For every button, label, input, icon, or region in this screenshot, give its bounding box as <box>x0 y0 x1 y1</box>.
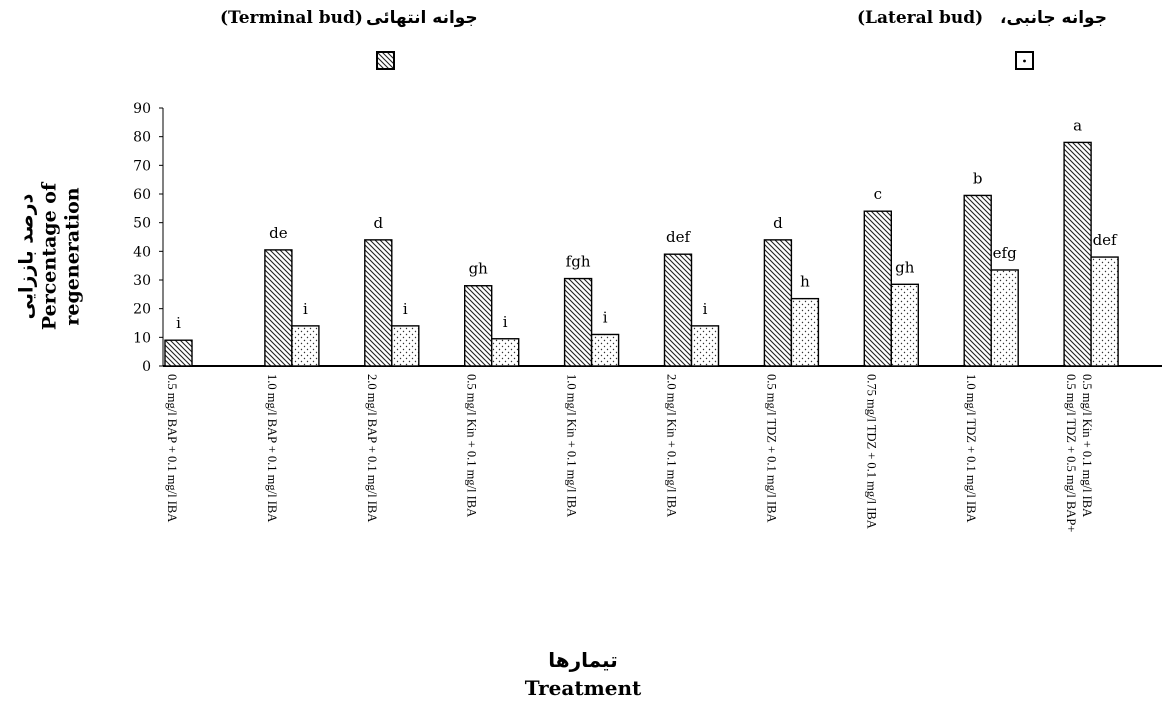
x-category-label: 1.0 mg/l TDZ + 0.1 mg/l IBA <box>964 374 978 522</box>
bar-terminal <box>264 249 293 367</box>
legend-lateral-fa: جوانه جانبی، <box>1000 8 1107 28</box>
x-category-label: 0.5 mg/l TDZ + 0.5 mg/l BAP+ <box>1064 374 1078 532</box>
bar-terminal <box>364 239 393 367</box>
bar-label: i <box>703 300 708 318</box>
bar-label: d <box>773 214 783 232</box>
y-tick-label: 0 <box>142 359 151 375</box>
bar-label: def <box>1093 231 1118 249</box>
bar-lateral <box>291 325 320 367</box>
axes: 0 10 20 30 40 50 60 70 80 90 <box>133 101 1162 375</box>
bar-label: efg <box>993 244 1017 262</box>
bar-lateral <box>890 283 919 367</box>
bar-lateral <box>590 333 620 367</box>
bar-terminal <box>164 339 193 367</box>
bars <box>164 141 1119 367</box>
y-tick-label: 50 <box>133 216 151 232</box>
bar-lateral <box>990 269 1019 367</box>
bar-lateral <box>690 325 720 367</box>
bar-lateral <box>391 325 420 367</box>
bar-label: gh <box>469 260 489 278</box>
x-axis-title-en: Treatment <box>524 676 642 700</box>
x-category-label: 2.0 mg/l Kin + 0.1 mg/l IBA <box>665 374 679 517</box>
bar-terminal <box>863 210 892 367</box>
x-category-label: 0.5 mg/l BAP + 0.1 mg/l IBA <box>165 374 179 522</box>
y-tick-label: 90 <box>133 101 151 117</box>
x-category-label: 1.0 mg/l BAP + 0.1 mg/l IBA <box>265 374 279 522</box>
x-category-label: 0.75 mg/l TDZ + 0.1 mg/l IBA <box>864 374 878 529</box>
bar-terminal <box>763 239 793 367</box>
y-axis-title: درصد باززایی Percentage of regeneration <box>16 137 85 377</box>
bar-label: c <box>874 185 882 203</box>
x-category-label: 2.0 mg/l BAP + 0.1 mg/l IBA <box>365 374 379 522</box>
bar-label: def <box>666 228 691 246</box>
legend-lateral-en: (Lateral bud) <box>857 8 984 28</box>
x-category-label: 0.5 mg/l Kin + 0.1 mg/l IBA <box>465 374 479 517</box>
y-tick-label: 20 <box>133 302 151 318</box>
bar-terminal <box>563 277 593 367</box>
y-axis-title-fa: درصد باززایی <box>15 193 38 320</box>
x-category-labels: 0.5 mg/l BAP + 0.1 mg/l IBA 1.0 mg/l BAP … <box>165 374 1094 532</box>
bar-lateral <box>790 297 820 367</box>
y-tick-label: 80 <box>133 130 151 146</box>
legend-swatch-lateral-dot <box>1023 59 1026 63</box>
y-tick-label: 70 <box>133 158 151 174</box>
x-category-label: 0.5 mg/l TDZ + 0.1 mg/l IBA <box>764 374 778 523</box>
bar-label: i <box>303 300 308 318</box>
bar-label: i <box>176 314 181 332</box>
bar-label: gh <box>895 258 915 276</box>
bar-labels: i de i d i gh i fgh i def i d h c gh b efg a def <box>176 116 1118 332</box>
y-tick-label: 40 <box>133 244 151 260</box>
y-tick-label: 30 <box>133 273 151 289</box>
bar-label: i <box>403 300 408 318</box>
bar-label: i <box>503 313 508 331</box>
x-axis-title-fa: تیمارها <box>548 648 618 672</box>
bar-label: fgh <box>566 253 591 271</box>
bar-terminal <box>464 285 493 367</box>
bar-label: h <box>800 273 810 291</box>
bar-label: i <box>603 308 608 326</box>
bar-label: de <box>269 224 288 242</box>
bar-terminal <box>663 253 693 367</box>
legend-terminal-fa: جوانه انتهائی <box>366 8 478 28</box>
y-axis-title-en-2: regeneration <box>61 187 84 326</box>
bar-label: a <box>1073 116 1082 134</box>
bar-terminal <box>963 194 992 367</box>
bar-lateral <box>1090 256 1119 367</box>
legend-swatch-terminal <box>376 51 395 70</box>
legend-terminal-en: (Terminal bud) <box>220 8 363 28</box>
bar-label: d <box>373 214 383 232</box>
bar-lateral <box>491 338 520 367</box>
y-axis-title-en-1: Percentage of <box>38 182 61 331</box>
y-tick-label: 60 <box>133 187 151 203</box>
bar-label: b <box>973 169 983 187</box>
x-category-label: 1.0 mg/l Kin + 0.1 mg/l IBA <box>565 374 579 517</box>
bar-terminal <box>1063 141 1092 367</box>
x-category-label: 0.5 mg/l Kin + 0.1 mg/l IBA <box>1080 374 1094 517</box>
y-tick-label: 10 <box>133 330 151 346</box>
